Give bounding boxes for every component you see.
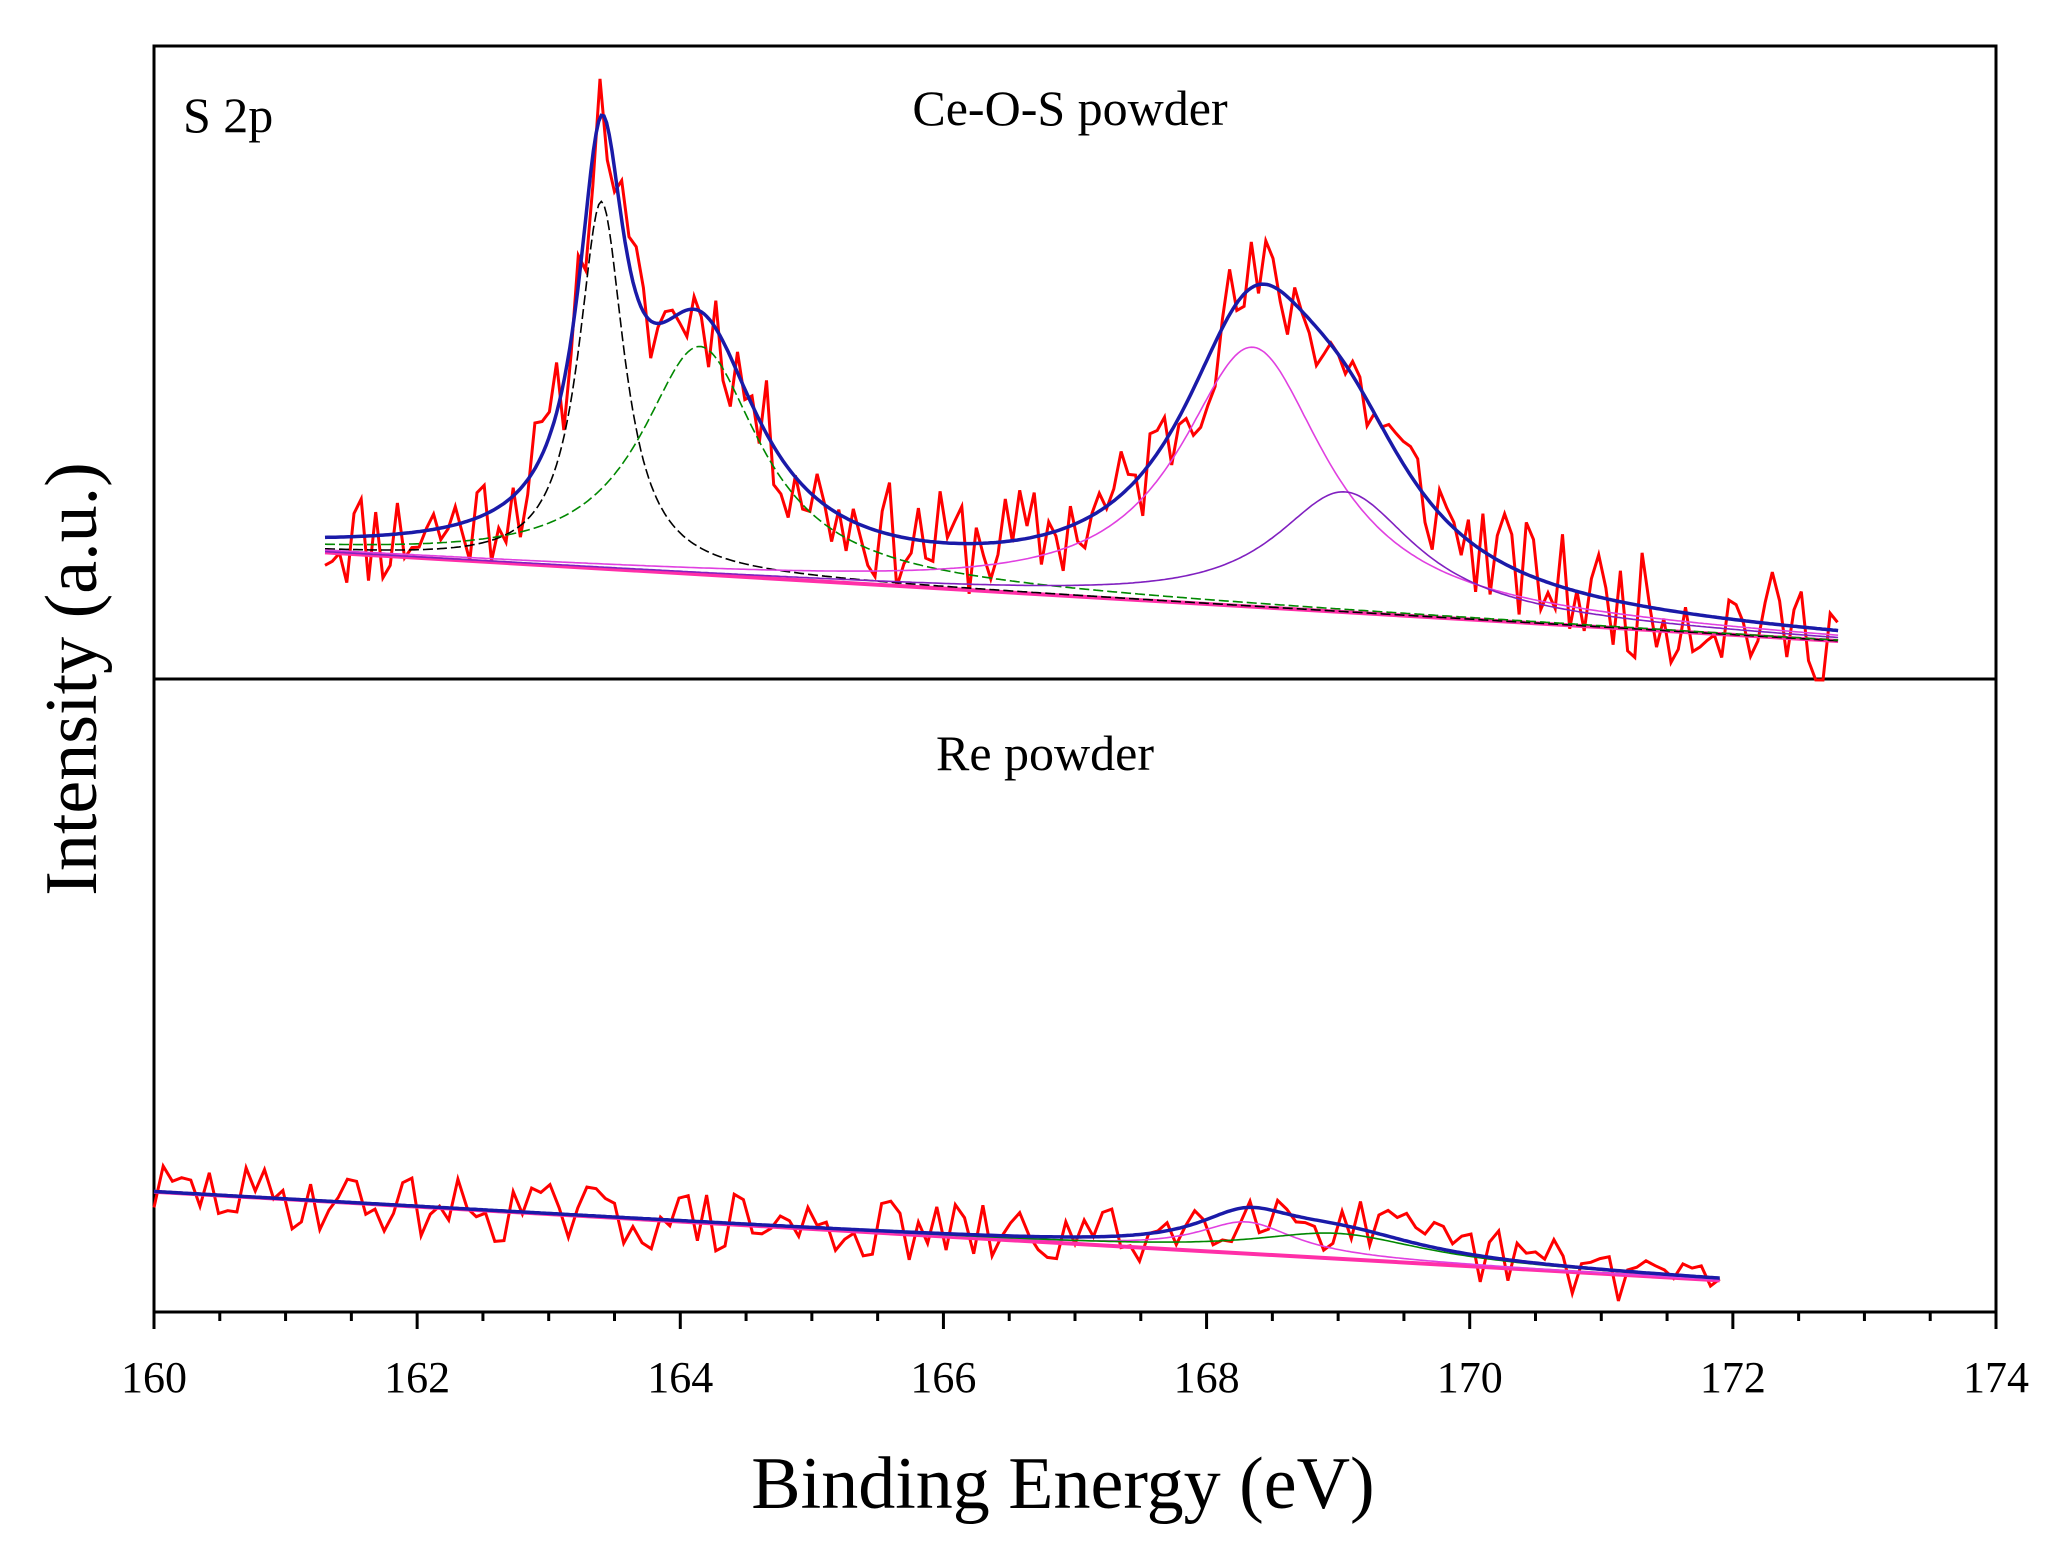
panel-title-bottom: Re powder <box>936 725 1154 781</box>
component-peak-2 <box>324 346 1839 636</box>
x-axis-label: Binding Energy (eV) <box>751 1443 1374 1525</box>
component-peak-3 <box>324 490 1839 639</box>
x-tick-label: 162 <box>384 1353 450 1402</box>
panel-ce-o-s <box>324 78 1839 682</box>
raw-data-line <box>152 1162 1721 1302</box>
panel-re <box>152 1162 1721 1302</box>
x-axis-ticks: 160 162 164 166 168 170 172 174 <box>121 1312 2029 1402</box>
component-peak-1 <box>324 345 1839 641</box>
component-peak-0 <box>325 200 1839 642</box>
panel-title-top: Ce-O-S powder <box>912 80 1228 136</box>
x-tick-label: 168 <box>1174 1353 1240 1402</box>
x-tick-label: 172 <box>1700 1353 1766 1402</box>
x-tick-label: 166 <box>910 1353 976 1402</box>
x-tick-label: 170 <box>1437 1353 1503 1402</box>
x-tick-label: 164 <box>647 1353 713 1402</box>
x-tick-label: 160 <box>121 1353 187 1402</box>
envelope-fit-line <box>324 113 1839 633</box>
raw-data-line <box>324 78 1839 682</box>
y-axis-label: Intensity (a.u.) <box>31 462 113 896</box>
x-tick-label: 174 <box>1963 1353 2029 1402</box>
envelope-fit-line <box>153 1189 1720 1280</box>
panel-label: S 2p <box>183 87 273 143</box>
